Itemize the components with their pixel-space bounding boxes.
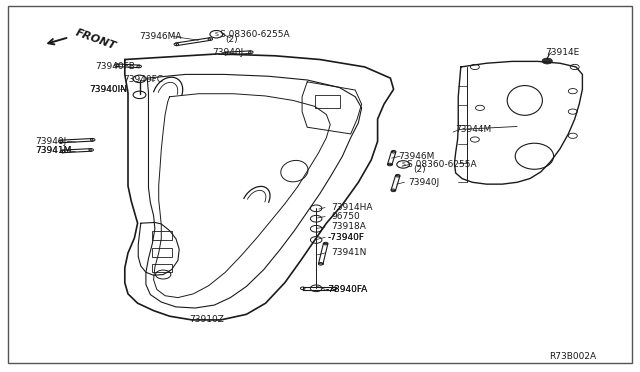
Circle shape <box>323 242 328 245</box>
Circle shape <box>208 38 212 40</box>
Text: 73918A: 73918A <box>332 222 366 231</box>
Circle shape <box>301 287 305 290</box>
Text: 73941M: 73941M <box>35 146 72 155</box>
Circle shape <box>310 285 322 292</box>
Text: S 08360-6255A: S 08360-6255A <box>407 160 477 169</box>
Circle shape <box>319 263 323 265</box>
Text: S 08360-6255A: S 08360-6255A <box>220 30 290 39</box>
Text: -73940F: -73940F <box>328 233 365 242</box>
Circle shape <box>115 64 119 67</box>
Text: (2): (2) <box>413 165 426 174</box>
Text: 73940J: 73940J <box>35 137 67 146</box>
Bar <box>152 248 172 257</box>
Circle shape <box>89 149 93 151</box>
Text: -73940FA: -73940FA <box>325 285 367 294</box>
Text: 73946MA: 73946MA <box>140 32 182 41</box>
Circle shape <box>333 287 337 290</box>
Text: S: S <box>214 32 218 37</box>
Text: 73944M: 73944M <box>456 125 492 134</box>
Text: S: S <box>401 162 405 167</box>
Circle shape <box>137 65 141 68</box>
Circle shape <box>310 225 322 232</box>
Circle shape <box>391 189 396 192</box>
Text: 96750: 96750 <box>332 212 360 221</box>
Text: 73914E: 73914E <box>545 48 580 57</box>
Text: 73946M: 73946M <box>398 152 435 161</box>
Text: -73940F: -73940F <box>328 233 365 242</box>
Circle shape <box>90 138 95 141</box>
Text: 73910Z: 73910Z <box>189 315 223 324</box>
Text: FRONT: FRONT <box>74 27 117 51</box>
Bar <box>152 264 172 272</box>
Text: 73941M: 73941M <box>35 146 72 155</box>
Text: -73940FA: -73940FA <box>325 285 367 294</box>
Circle shape <box>387 163 392 166</box>
Circle shape <box>310 237 322 243</box>
Circle shape <box>310 205 322 212</box>
Text: 73914HA: 73914HA <box>332 203 373 212</box>
Text: 73940FB: 73940FB <box>95 62 134 71</box>
Text: 73940J: 73940J <box>408 178 440 187</box>
Text: 73940J: 73940J <box>212 48 244 57</box>
Circle shape <box>60 150 65 153</box>
Circle shape <box>396 174 400 177</box>
Circle shape <box>59 140 63 143</box>
Text: 73940IN: 73940IN <box>90 85 127 94</box>
Text: 73941N: 73941N <box>332 248 367 257</box>
Circle shape <box>174 43 179 46</box>
Circle shape <box>248 51 253 54</box>
Text: 73940IN: 73940IN <box>90 85 127 94</box>
Circle shape <box>310 215 322 222</box>
Text: (2): (2) <box>225 35 238 44</box>
Text: 73940FC: 73940FC <box>124 75 164 84</box>
Bar <box>152 231 172 240</box>
Circle shape <box>392 150 396 153</box>
Text: R73B002A: R73B002A <box>549 352 596 361</box>
Circle shape <box>542 58 552 64</box>
Circle shape <box>133 91 146 99</box>
Circle shape <box>133 75 146 83</box>
Circle shape <box>223 52 228 55</box>
